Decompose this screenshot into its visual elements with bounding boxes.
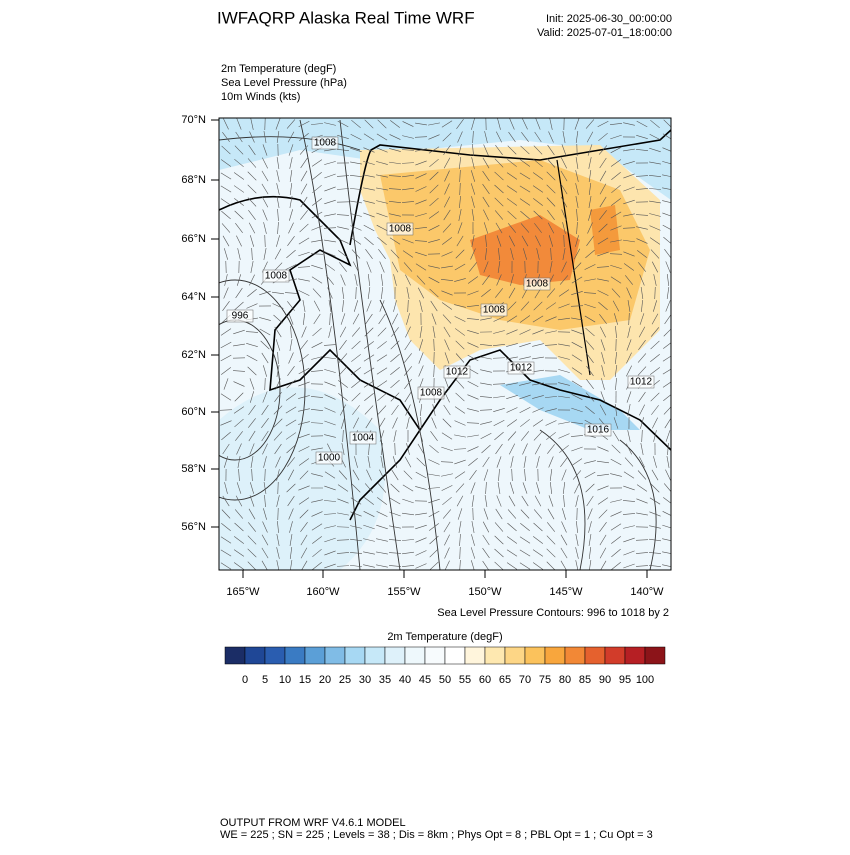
- colorbar-swatch: [265, 647, 285, 664]
- colorbar-swatch: [525, 647, 545, 664]
- lat-label: 64°N: [181, 291, 206, 303]
- field-label: 2m Temperature (degF): [221, 63, 336, 75]
- colorbar-label: 70: [519, 674, 531, 686]
- colorbar-swatch: [405, 647, 425, 664]
- colorbar-label: 40: [399, 674, 411, 686]
- colorbar-swatch: [605, 647, 625, 664]
- colorbar-label: 35: [379, 674, 391, 686]
- colorbar-label: 55: [459, 674, 471, 686]
- lat-label: 58°N: [181, 463, 206, 475]
- colorbar-label: 30: [359, 674, 371, 686]
- lat-label: 60°N: [181, 406, 206, 418]
- colorbar-swatch: [585, 647, 605, 664]
- contour-label: 1012: [510, 363, 533, 374]
- footer-line1: OUTPUT FROM WRF V4.6.1 MODEL: [220, 817, 406, 829]
- contour-label: 1008: [314, 138, 337, 149]
- lat-label: 66°N: [181, 233, 206, 245]
- colorbar-label: 50: [439, 674, 451, 686]
- contour-label: 1008: [420, 388, 443, 399]
- contour-label: 1000: [318, 453, 341, 464]
- colorbar-label: 10: [279, 674, 291, 686]
- colorbar-swatch: [365, 647, 385, 664]
- contour-note: Sea Level Pressure Contours: 996 to 1018…: [437, 607, 669, 619]
- lon-label: 155°W: [387, 586, 421, 598]
- contour-label: 1016: [587, 425, 610, 436]
- lon-label: 165°W: [226, 586, 260, 598]
- field-label: Sea Level Pressure (hPa): [221, 77, 347, 89]
- colorbar-label: 90: [599, 674, 611, 686]
- colorbar-label: 60: [479, 674, 491, 686]
- colorbar-label: 75: [539, 674, 551, 686]
- lat-label: 56°N: [181, 521, 206, 533]
- contour-label: 1008: [265, 271, 288, 282]
- colorbar-label: 95: [619, 674, 631, 686]
- colorbar-label: 20: [319, 674, 331, 686]
- colorbar-title: 2m Temperature (degF): [387, 631, 502, 643]
- contour-label: 1008: [483, 305, 506, 316]
- colorbar-swatch: [565, 647, 585, 664]
- colorbar-swatch: [465, 647, 485, 664]
- colorbar-swatch: [305, 647, 325, 664]
- lon-label: 145°W: [549, 586, 583, 598]
- colorbar-swatch: [245, 647, 265, 664]
- valid-time: Valid: 2025-07-01_18:00:00: [537, 27, 672, 39]
- title: IWFAQRP Alaska Real Time WRF: [217, 8, 475, 27]
- colorbar-swatch: [625, 647, 645, 664]
- colorbar-label: 0: [242, 674, 248, 686]
- init-time: Init: 2025-06-30_00:00:00: [546, 13, 672, 25]
- contour-label: 1008: [389, 224, 412, 235]
- field-label: 10m Winds (kts): [221, 91, 300, 103]
- colorbar-label: 45: [419, 674, 431, 686]
- colorbar-swatch: [325, 647, 345, 664]
- colorbar-swatch: [505, 647, 525, 664]
- lon-label: 160°W: [306, 586, 340, 598]
- contour-label: 1012: [446, 367, 469, 378]
- colorbar-swatch: [425, 647, 445, 664]
- colorbar-swatch: [285, 647, 305, 664]
- lat-label: 62°N: [181, 349, 206, 361]
- colorbar-label: 80: [559, 674, 571, 686]
- colorbar-swatch: [345, 647, 365, 664]
- lat-label: 70°N: [181, 114, 206, 126]
- colorbar-label: 100: [636, 674, 654, 686]
- colorbar-swatch: [385, 647, 405, 664]
- colorbar-label: 15: [299, 674, 311, 686]
- lat-label: 68°N: [181, 174, 206, 186]
- lon-label: 140°W: [630, 586, 664, 598]
- colorbar-label: 85: [579, 674, 591, 686]
- colorbar-swatch: [645, 647, 665, 664]
- contour-label: 996: [232, 311, 249, 322]
- footer-line2: WE = 225 ; SN = 225 ; Levels = 38 ; Dis …: [220, 829, 653, 841]
- colorbar-swatch: [445, 647, 465, 664]
- colorbar-swatch: [485, 647, 505, 664]
- colorbar-label: 65: [499, 674, 511, 686]
- contour-label: 1012: [630, 377, 653, 388]
- contour-label: 1008: [526, 279, 549, 290]
- colorbar-label: 25: [339, 674, 351, 686]
- colorbar-label: 5: [262, 674, 268, 686]
- lon-label: 150°W: [468, 586, 502, 598]
- colorbar-swatch: [545, 647, 565, 664]
- contour-label: 1004: [352, 433, 375, 444]
- colorbar-swatch: [225, 647, 245, 664]
